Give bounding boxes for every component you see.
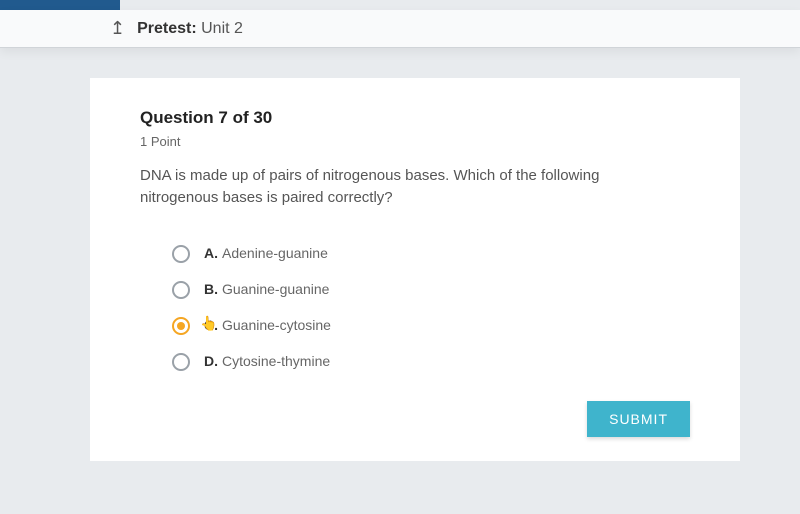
title-rest: Unit 2 bbox=[197, 20, 243, 37]
radio-c[interactable] bbox=[172, 317, 190, 335]
option-b[interactable]: B.Guanine-guanine bbox=[172, 281, 690, 299]
option-text: Cytosine-thymine bbox=[222, 353, 330, 369]
title-bold: Pretest: bbox=[137, 20, 197, 37]
page-title: Pretest: Unit 2 bbox=[137, 20, 243, 38]
question-card: Question 7 of 30 1 Point DNA is made up … bbox=[90, 78, 740, 461]
question-prompt: DNA is made up of pairs of nitrogenous b… bbox=[140, 165, 660, 209]
page-header: ↥ Pretest: Unit 2 bbox=[0, 10, 800, 48]
option-letter: A. bbox=[204, 245, 218, 261]
browser-tab-strip bbox=[0, 0, 120, 10]
option-text: Adenine-guanine bbox=[222, 245, 328, 261]
option-d[interactable]: D.Cytosine-thymine bbox=[172, 353, 690, 371]
option-letter: B. bbox=[204, 281, 218, 297]
radio-d[interactable] bbox=[172, 353, 190, 371]
option-letter: D. bbox=[204, 353, 218, 369]
submit-button[interactable]: SUBMIT bbox=[587, 401, 690, 437]
back-icon[interactable]: ↥ bbox=[110, 18, 125, 39]
cursor-icon: 👆 bbox=[200, 315, 217, 332]
option-c[interactable]: 👆 C.Guanine-cytosine bbox=[172, 317, 690, 335]
submit-row: SUBMIT bbox=[140, 401, 690, 437]
options-list: A.Adenine-guanine B.Guanine-guanine 👆 C.… bbox=[172, 245, 690, 371]
question-number: Question 7 of 30 bbox=[140, 108, 690, 128]
option-text: Guanine-guanine bbox=[222, 281, 329, 297]
question-points: 1 Point bbox=[140, 134, 690, 149]
option-text: Guanine-cytosine bbox=[222, 317, 331, 333]
radio-b[interactable] bbox=[172, 281, 190, 299]
radio-a[interactable] bbox=[172, 245, 190, 263]
option-a[interactable]: A.Adenine-guanine bbox=[172, 245, 690, 263]
